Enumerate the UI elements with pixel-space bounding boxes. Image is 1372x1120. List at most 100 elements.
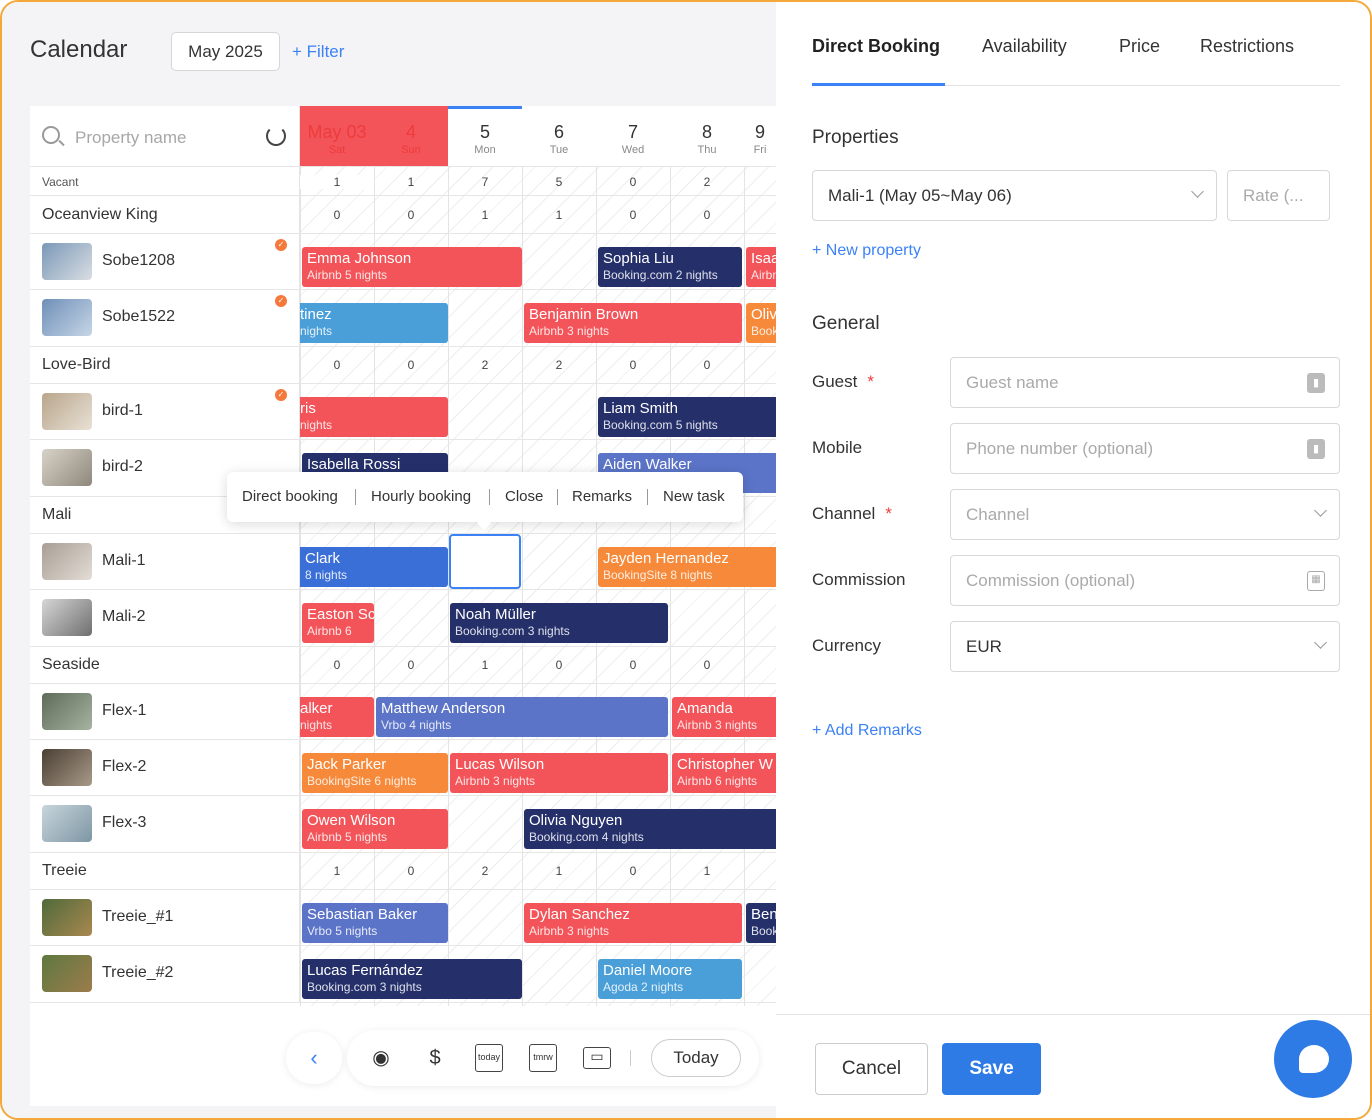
refresh-icon[interactable] — [266, 126, 286, 146]
booking-bar[interactable]: Noah Müller Booking.com 3 nights — [450, 603, 668, 643]
filter-link[interactable]: + Filter — [292, 42, 345, 61]
property-row[interactable]: Sobe1208 ✓ — [30, 234, 300, 290]
property-row[interactable]: Mali-2 — [30, 590, 300, 646]
tomorrow-icon[interactable]: tmrw — [529, 1044, 557, 1072]
booking-bar[interactable]: Daniel Moore Agoda 2 nights — [598, 959, 742, 999]
day-header[interactable]: 7 Wed — [596, 106, 670, 166]
money-icon[interactable]: $ — [429, 1047, 441, 1069]
property-row[interactable]: Treeie_#1 — [30, 890, 300, 946]
group-count: 0 — [333, 658, 341, 672]
eye-icon[interactable]: ◉ — [372, 1047, 390, 1069]
booking-bar[interactable]: Lucas Wilson Airbnb 3 nights — [450, 753, 668, 793]
property-row[interactable]: bird-1 ✓ — [30, 384, 300, 440]
group-count: 2 — [481, 358, 489, 372]
group-count: 0 — [407, 208, 415, 222]
tab-price[interactable]: Price — [1119, 36, 1161, 56]
group-count: 0 — [407, 658, 415, 672]
vacant-count: 0 — [629, 175, 637, 189]
property-name: bird-2 — [102, 458, 143, 475]
booking-bar[interactable]: Christopher W Airbnb 6 nights — [672, 753, 776, 793]
channel-label: Channel * — [812, 504, 892, 523]
booking-bar[interactable]: Clark 8 nights — [300, 547, 448, 587]
group-count: 0 — [703, 208, 711, 222]
rate-input[interactable]: Rate (... — [1227, 170, 1330, 221]
today-icon[interactable]: today — [475, 1044, 503, 1072]
property-thumbnail — [42, 805, 92, 842]
menu-remarks[interactable]: Remarks — [572, 488, 633, 505]
booking-bar[interactable]: Jack Parker BookingSite 6 nights — [302, 753, 448, 793]
day-header[interactable]: 9 Fri — [744, 106, 776, 166]
chevron-down-icon — [1314, 636, 1327, 649]
commission-field[interactable]: Commission (optional) ▦ — [950, 555, 1340, 606]
day-header[interactable]: 4 Sun — [374, 106, 448, 166]
booking-bar[interactable]: Oliv Book — [746, 303, 776, 343]
menu-close[interactable]: Close — [505, 488, 544, 505]
booking-bar[interactable]: Lucas Fernández Booking.com 3 nights — [302, 959, 522, 999]
group-label: Oceanview King — [42, 206, 158, 223]
menu-new-task[interactable]: New task — [663, 488, 725, 505]
day-header-today[interactable]: 5 Mon — [448, 106, 522, 166]
cancel-button[interactable]: Cancel — [815, 1043, 928, 1095]
booking-bar[interactable]: alker nights — [300, 697, 374, 737]
property-row[interactable]: Treeie_#2 — [30, 946, 300, 1002]
day-header[interactable]: 8 Thu — [670, 106, 744, 166]
booking-bar[interactable]: Ben Book — [746, 903, 776, 943]
booking-bar[interactable]: Amanda Airbnb 3 nights — [672, 697, 776, 737]
chat-bubble-icon[interactable] — [1274, 1020, 1352, 1098]
channel-select[interactable]: Channel — [950, 489, 1340, 540]
property-select[interactable]: Mali-1 (May 05~May 06) — [812, 170, 1217, 221]
booking-bar[interactable]: Easton Sc Airbnb 6 — [302, 603, 374, 643]
property-row[interactable]: Flex-1 — [30, 684, 300, 740]
property-row[interactable]: Mali-1 — [30, 534, 300, 590]
archive-icon[interactable]: ▭ — [583, 1047, 611, 1069]
group-count: 2 — [555, 358, 563, 372]
day-header[interactable]: 6 Tue — [522, 106, 596, 166]
contact-card-icon[interactable]: ▮ — [1307, 439, 1325, 459]
tab-availability[interactable]: Availability — [982, 36, 1067, 56]
phone-field[interactable]: Phone number (optional) ▮ — [950, 423, 1340, 474]
tab-direct-booking[interactable]: Direct Booking — [812, 36, 941, 56]
group-count: 1 — [555, 208, 563, 222]
booking-bar[interactable]: Olivia Nguyen Booking.com 4 nights — [524, 809, 776, 849]
booking-bar[interactable]: IsaacAirbnb — [746, 247, 776, 287]
day-header[interactable]: May 03 Sat — [300, 106, 374, 166]
property-search[interactable]: Property name — [30, 106, 300, 166]
booking-bar[interactable]: tinez nights — [300, 303, 448, 343]
booking-bar[interactable]: Sebastian Baker Vrbo 5 nights — [302, 903, 448, 943]
booking-bar[interactable]: Owen Wilson Airbnb 5 nights — [302, 809, 448, 849]
property-row[interactable]: Sobe1522 ✓ — [30, 290, 300, 346]
property-name: Mali-1 — [102, 552, 146, 569]
guest-name-field[interactable]: Guest name ▮ — [950, 357, 1340, 408]
menu-direct-booking[interactable]: Direct booking — [242, 488, 338, 505]
calculator-icon[interactable]: ▦ — [1307, 571, 1325, 591]
selected-cell[interactable] — [449, 534, 521, 589]
booking-bar[interactable]: Benjamin Brown Airbnb 3 nights — [524, 303, 742, 343]
month-picker[interactable]: May 2025 — [171, 32, 280, 71]
currency-select[interactable]: EUR — [950, 621, 1340, 672]
today-button[interactable]: Today — [651, 1039, 741, 1077]
booking-bar[interactable]: Matthew Anderson Vrbo 4 nights — [376, 697, 668, 737]
guest-label: Guest * — [812, 372, 874, 391]
booking-bar[interactable]: Sophia Liu Booking.com 2 nights — [598, 247, 742, 287]
booking-bar[interactable]: Dylan Sanchez Airbnb 3 nights — [524, 903, 742, 943]
save-button[interactable]: Save — [942, 1043, 1041, 1095]
booking-bar[interactable]: Jayden Hernandez BookingSite 8 nights — [598, 547, 776, 587]
menu-hourly-booking[interactable]: Hourly booking — [371, 488, 472, 505]
property-row[interactable]: Flex-2 — [30, 740, 300, 796]
property-name: Sobe1208 — [102, 252, 175, 269]
add-remarks-link[interactable]: + Add Remarks — [812, 722, 922, 739]
property-thumbnail — [42, 749, 92, 786]
booking-bar[interactable]: Emma Johnson Airbnb 5 nights — [302, 247, 522, 287]
page-title: Calendar — [30, 36, 128, 63]
tab-restrictions[interactable]: Restrictions — [1200, 36, 1295, 56]
booking-bar[interactable]: ris nights — [300, 397, 448, 437]
new-property-link[interactable]: + New property — [812, 242, 921, 259]
contact-card-icon[interactable]: ▮ — [1307, 373, 1325, 393]
booking-bar[interactable]: Liam Smith Booking.com 5 nights — [598, 397, 776, 437]
check-badge-icon: ✓ — [275, 389, 287, 401]
group-count: 2 — [481, 864, 489, 878]
prev-button[interactable]: ‹ — [286, 1032, 342, 1084]
vacant-count: 5 — [555, 175, 563, 189]
property-row[interactable]: Flex-3 — [30, 796, 300, 852]
